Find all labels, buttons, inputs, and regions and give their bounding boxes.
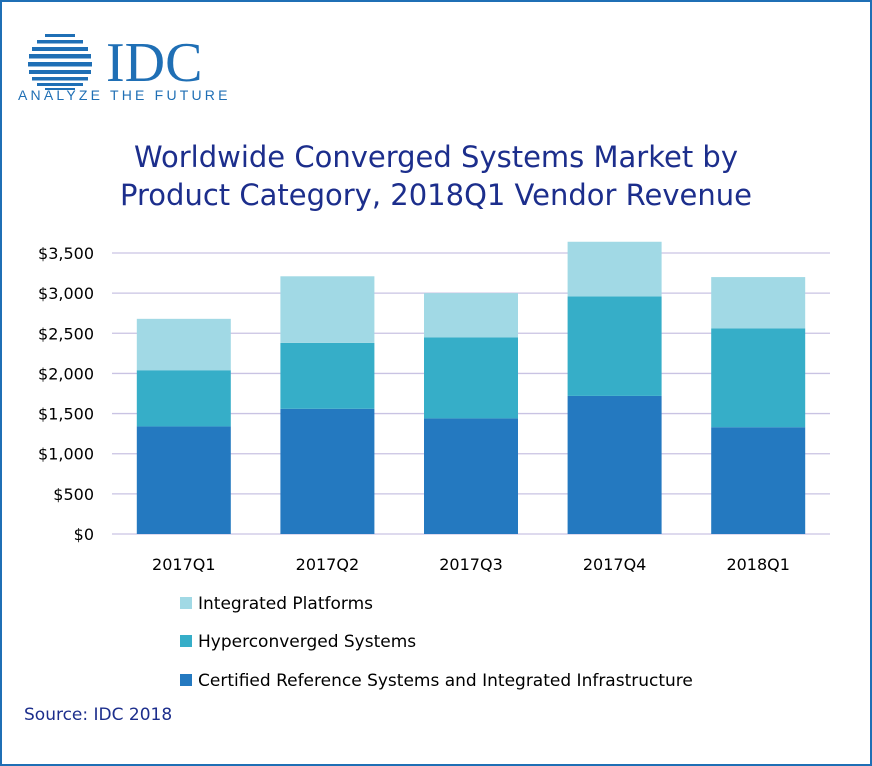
- y-tick-label: $2,000: [38, 364, 94, 383]
- idc-logo: IDC: [28, 32, 202, 94]
- bar-segment-2017Q4-series-1: [567, 296, 662, 396]
- bar-segment-2017Q3-series-1: [424, 337, 518, 419]
- legend-label: Integrated Platforms: [198, 594, 373, 614]
- bar-segment-2017Q1-series-2: [136, 318, 231, 371]
- y-tick-label: $3,000: [38, 284, 94, 303]
- y-tick-label: $1,000: [38, 445, 94, 464]
- x-tick-label: 2018Q1: [726, 555, 790, 574]
- chart-title-line-2: Product Category, 2018Q1 Vendor Revenue: [120, 178, 752, 212]
- y-axis-ticks: $0 $500 $1,000 $1,500 $2,000 $2,500 $3,000 $3,5…: [38, 244, 94, 544]
- bar-segment-2017Q1-series-0: [136, 426, 231, 534]
- bar-segment-2017Q3-series-0: [424, 418, 518, 534]
- bar-segment-2017Q4-series-2: [567, 241, 662, 297]
- y-tick-label: $3,500: [38, 244, 94, 263]
- legend-swatch-certified-reference: [180, 674, 192, 686]
- x-tick-label: 2017Q2: [296, 555, 360, 574]
- bar-segment-2017Q4-series-0: [567, 395, 662, 534]
- y-tick-label: $2,500: [38, 324, 94, 343]
- legend-swatch-hyperconverged: [180, 635, 192, 647]
- logo-tagline: ANALYZE THE FUTURE: [18, 87, 231, 103]
- idc-globe-icon: [28, 34, 92, 90]
- x-tick-label: 2017Q1: [152, 555, 216, 574]
- y-tick-label: $0: [74, 525, 94, 544]
- legend-item-hyperconverged: Hyperconverged Systems: [180, 632, 416, 652]
- idc-wordmark: IDC: [106, 32, 202, 94]
- y-tick-label: $1,500: [38, 405, 94, 424]
- bar-segment-2018Q1-series-2: [711, 277, 806, 329]
- x-tick-label: 2017Q3: [439, 555, 503, 574]
- bar-segment-2017Q2-series-2: [280, 276, 375, 343]
- legend-label: Hyperconverged Systems: [198, 632, 417, 652]
- legend-swatch-integrated-platforms: [180, 597, 192, 609]
- bar-segment-2017Q1-series-1: [136, 370, 231, 427]
- bar-segment-2018Q1-series-0: [711, 427, 806, 534]
- bar-segment-2017Q2-series-1: [280, 342, 375, 409]
- legend-item-certified-reference: Certified Reference Systems and Integrat…: [180, 671, 693, 691]
- legend-item-integrated-platforms: Integrated Platforms: [180, 594, 373, 614]
- bar-segment-2017Q2-series-0: [280, 408, 375, 534]
- bar-segment-2018Q1-series-1: [711, 328, 806, 428]
- bars: [136, 241, 806, 534]
- x-tick-label: 2017Q4: [583, 555, 647, 574]
- chart-title: Worldwide Converged Systems Market by Pr…: [2, 138, 870, 214]
- bar-segment-2017Q3-series-2: [424, 293, 518, 338]
- source-note: Source: IDC 2018: [24, 705, 173, 725]
- legend-label: Certified Reference Systems and Integrat…: [198, 671, 693, 691]
- y-tick-label: $500: [53, 485, 94, 504]
- x-axis-ticks: 2017Q1 2017Q2 2017Q3 2017Q4 2018Q1: [152, 555, 790, 574]
- chart-title-line-1: Worldwide Converged Systems Market by: [134, 140, 738, 174]
- bar-chart: $0 $500 $1,000 $1,500 $2,000 $2,500 $3,000 $3,5…: [38, 241, 830, 574]
